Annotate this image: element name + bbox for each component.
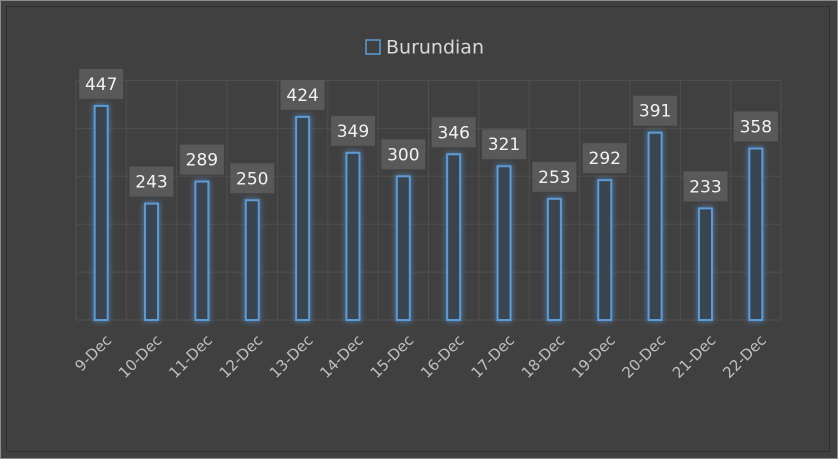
bar [244,199,260,321]
data-label-box [482,129,527,160]
legend-label: Burundian [386,37,484,59]
data-label: 447 [79,68,124,99]
data-label: 321 [482,129,527,160]
data-label-box [330,115,375,146]
data-label-text: 289 [186,151,218,171]
data-label-text: 253 [538,168,570,188]
bar [93,104,109,322]
data-label-text: 250 [236,169,268,189]
legend-swatch [365,39,381,55]
data-label: 300 [381,139,426,170]
data-label: 391 [633,95,678,126]
data-label-text: 292 [589,149,621,169]
data-label: 253 [532,161,577,192]
data-label-text: 391 [639,102,671,122]
data-label-text: 358 [740,118,772,138]
data-label-text: 233 [689,177,721,197]
bar [446,153,462,321]
data-label-box [532,161,577,192]
data-label-box [633,95,678,126]
data-label-text: 300 [387,145,419,165]
data-label: 289 [179,144,224,175]
data-label-box [280,79,325,110]
data-label: 358 [733,111,778,142]
data-label-text: 447 [85,75,117,95]
data-label-text: 321 [488,135,520,155]
data-label-box [683,171,728,202]
data-label-box [381,139,426,170]
data-label-box [79,68,124,99]
bar [395,175,411,321]
bar [144,202,160,321]
data-label: 243 [129,166,174,197]
data-label: 292 [582,143,627,174]
data-label-text: 349 [337,122,369,142]
data-label-box [230,163,275,194]
data-label-text: 243 [135,173,167,193]
data-label-box [582,143,627,174]
bar [697,207,713,322]
data-label-text: 346 [437,123,469,143]
bar [647,131,663,321]
data-label: 424 [280,79,325,110]
bar [597,179,613,321]
data-label-box [733,111,778,142]
bar [546,197,562,321]
bar [748,147,764,321]
data-label-box [431,117,476,148]
data-label: 250 [230,163,275,194]
data-label: 346 [431,117,476,148]
bar [496,165,512,321]
data-label: 233 [683,171,728,202]
data-label-box [129,166,174,197]
data-label-box [179,144,224,175]
bar [194,180,210,321]
data-label: 349 [330,115,375,146]
bar [295,115,311,321]
data-label-text: 424 [286,86,318,106]
bar [345,151,361,321]
